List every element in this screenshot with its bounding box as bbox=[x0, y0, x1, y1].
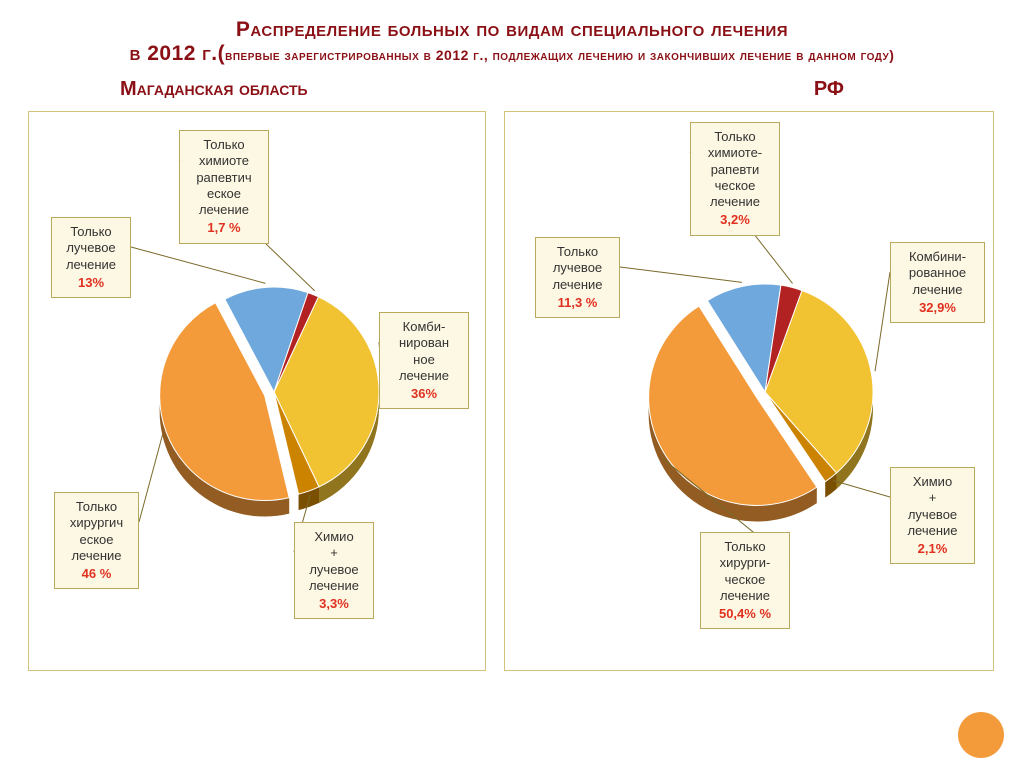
callout: Тольколучевоелечение 11,3 % bbox=[535, 237, 620, 318]
callout-label-line: еское bbox=[63, 532, 130, 548]
callout-label-line: рованное bbox=[899, 265, 976, 281]
callout: Химио+лучевоелечение 3,3% bbox=[294, 522, 374, 619]
callout: Толькохимиотерапевтическоелечение 1,7 % bbox=[179, 130, 269, 244]
callout-label-line: химиоте bbox=[188, 153, 260, 169]
leader-line bbox=[131, 247, 265, 283]
callout-label-line: лечение bbox=[899, 523, 966, 539]
callout-label-line: лечение bbox=[303, 578, 365, 594]
callout-label-line: лечение bbox=[709, 588, 781, 604]
title-line1: Распределение больных по видам специальн… bbox=[40, 18, 984, 42]
callout-label-line: Только bbox=[188, 137, 260, 153]
callout-label-line: ное bbox=[388, 352, 460, 368]
callout-value: 46 % bbox=[63, 566, 130, 582]
callout-label-line: Комби-нирован bbox=[388, 319, 460, 352]
leader-line bbox=[139, 434, 163, 522]
panel-rf: Комбини-рованноелечение32,9%Химио+лучево… bbox=[504, 111, 994, 671]
callout-label-line: Только bbox=[60, 224, 122, 240]
callout-value: 36% bbox=[388, 386, 460, 402]
title-line2: в 2012 г.(впервые зарегистрированных в 2… bbox=[40, 42, 984, 66]
callout-value: 32,9% bbox=[899, 300, 976, 316]
callout-label-line: лучевое bbox=[303, 562, 365, 578]
callout-label-line: еское bbox=[188, 186, 260, 202]
callout-value: 11,3 % bbox=[544, 295, 611, 311]
callout-label-line: + bbox=[303, 545, 365, 561]
callout: Толькохимиоте-рапевтическоелечение 3,2% bbox=[690, 122, 780, 236]
callout-label-line: Комбини- bbox=[899, 249, 976, 265]
callout-label-line: лечение bbox=[63, 548, 130, 564]
region-left: Магаданская область bbox=[120, 78, 308, 101]
callout: Химио+лучевоелечение 2,1% bbox=[890, 467, 975, 564]
callout-label-line: лучевое bbox=[899, 507, 966, 523]
callout-label-line: лучевое bbox=[60, 240, 122, 256]
title-line2b: впервые зарегистрированных в 2012 г., по… bbox=[225, 47, 894, 63]
callout-label-line: лечение bbox=[388, 368, 460, 384]
leader-line bbox=[620, 267, 742, 282]
callout-value: 2,1% bbox=[899, 541, 966, 557]
callout-value: 50,4% % bbox=[709, 606, 781, 622]
callout: Толькохирургическоелечение 46 % bbox=[54, 492, 139, 589]
callout-label-line: лечение bbox=[60, 257, 122, 273]
title-block: Распределение больных по видам специальн… bbox=[0, 0, 1024, 74]
callout: Толькохирурги-ческоелечение 50,4% % bbox=[700, 532, 790, 629]
callout-label-line: лечение bbox=[188, 202, 260, 218]
callout-label-line: Только bbox=[709, 539, 781, 555]
title-line2a: в 2012 г.( bbox=[130, 42, 226, 65]
callout-label-line: Только bbox=[544, 244, 611, 260]
callout-label-line: химиоте- bbox=[699, 145, 771, 161]
callout-label-line: Только bbox=[699, 129, 771, 145]
callout-label-line: ческое bbox=[699, 178, 771, 194]
region-right: РФ bbox=[814, 78, 844, 101]
callout-label-line: ческое bbox=[709, 572, 781, 588]
callout-label-line: лечение bbox=[544, 277, 611, 293]
callout-value: 3,2% bbox=[699, 212, 771, 228]
panel-magadan: Комби-нированноелечение36%Химио+лучевоел… bbox=[28, 111, 486, 671]
callout-label-line: рапевтич bbox=[188, 170, 260, 186]
callout-label-line: Химио bbox=[303, 529, 365, 545]
callout-label-line: хирурги- bbox=[709, 555, 781, 571]
callout-value: 3,3% bbox=[303, 596, 365, 612]
charts-row: Комби-нированноелечение36%Химио+лучевоел… bbox=[0, 111, 1024, 671]
callout-label-line: лечение bbox=[699, 194, 771, 210]
region-titles-row: Магаданская область РФ bbox=[0, 74, 1024, 111]
callout-label-line: Химио bbox=[899, 474, 966, 490]
callout-value: 1,7 % bbox=[188, 220, 260, 236]
leader-line bbox=[875, 272, 890, 371]
callout-label-line: Только bbox=[63, 499, 130, 515]
slide-nav-dot[interactable] bbox=[958, 712, 1004, 758]
callout-label-line: + bbox=[899, 490, 966, 506]
callout-label-line: лечение bbox=[899, 282, 976, 298]
callout: Комбини-рованноелечение 32,9% bbox=[890, 242, 985, 323]
callout-label-line: лучевое bbox=[544, 260, 611, 276]
leader-line bbox=[833, 481, 890, 497]
callout: Тольколучевоелечение 13% bbox=[51, 217, 131, 298]
callout: Комби-нированноелечение 36% bbox=[379, 312, 469, 409]
callout-label-line: хирургич bbox=[63, 515, 130, 531]
callout-value: 13% bbox=[60, 275, 122, 291]
callout-label-line: рапевти bbox=[699, 162, 771, 178]
